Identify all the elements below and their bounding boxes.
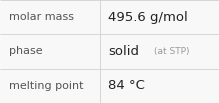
Text: solid: solid (108, 45, 140, 58)
Text: (at STP): (at STP) (154, 47, 189, 56)
Text: molar mass: molar mass (9, 12, 74, 22)
Text: phase: phase (9, 46, 42, 57)
Text: 495.6 g/mol: 495.6 g/mol (108, 11, 188, 24)
Text: 84 °C: 84 °C (108, 79, 145, 92)
Text: melting point: melting point (9, 81, 83, 91)
